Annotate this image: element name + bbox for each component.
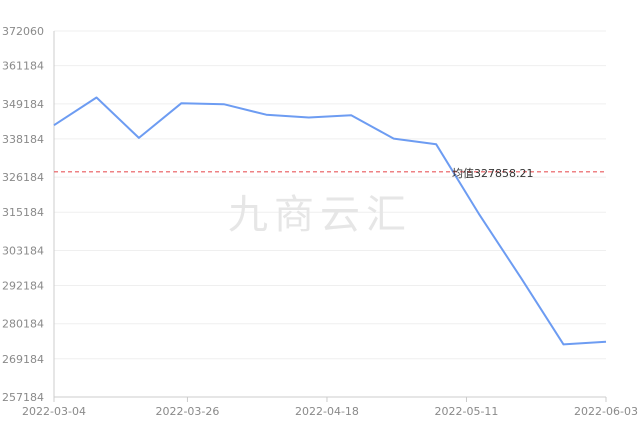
y-tick-label: 257184 bbox=[2, 391, 44, 404]
grid-lines bbox=[54, 30, 606, 360]
x-tick-label: 2022-06-03 bbox=[574, 405, 638, 418]
y-tick-label: 338184 bbox=[2, 133, 44, 146]
watermark: 九商云汇 bbox=[228, 192, 412, 238]
average-label: 均值327858.21 bbox=[452, 167, 534, 180]
x-tick-label: 2022-04-18 bbox=[295, 405, 359, 418]
series-layer bbox=[53, 96, 607, 346]
average-line-group: 均值327858.21 bbox=[54, 167, 606, 180]
y-tick-label: 326184 bbox=[2, 171, 44, 184]
y-tick-label: 349184 bbox=[2, 98, 44, 111]
axes bbox=[53, 31, 606, 398]
x-tick-labels: 2022-03-04 2022-03-26 2022-04-18 2022-05-11… bbox=[22, 397, 638, 418]
x-tick-label: 2022-03-26 bbox=[155, 405, 219, 418]
x-tick-label: 2022-05-11 bbox=[435, 405, 499, 418]
y-tick-label: 269184 bbox=[2, 353, 44, 366]
y-tick-label: 361184 bbox=[2, 60, 44, 73]
x-tick-label: 2022-03-04 bbox=[22, 405, 86, 418]
series-line bbox=[53, 96, 607, 346]
y-tick-label: 315184 bbox=[2, 206, 44, 219]
y-tick-label: 303184 bbox=[2, 244, 44, 257]
y-tick-label: 372060 bbox=[2, 25, 44, 38]
y-tick-label: 280184 bbox=[2, 318, 44, 331]
y-tick-label: 292184 bbox=[2, 279, 44, 292]
y-tick-labels: 257184 269184 280184 292184 303184 315184 3261… bbox=[2, 25, 44, 404]
